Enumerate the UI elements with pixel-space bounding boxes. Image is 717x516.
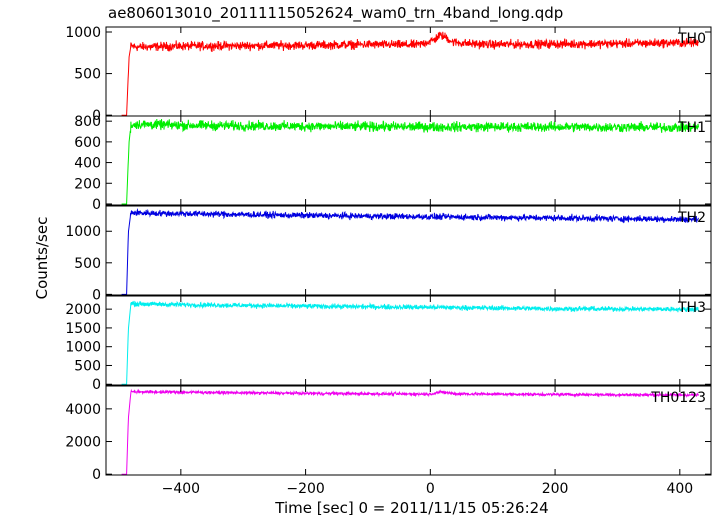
panel-frame	[105, 385, 712, 476]
y-tick-label: 400	[74, 156, 101, 172]
y-tick-label: 1500	[65, 321, 101, 337]
panel-th2: 0 500 1000 TH2	[65, 205, 712, 303]
panel-label: TH0123	[650, 390, 706, 406]
series-line-th0	[121, 31, 699, 116]
panels-group: 0 500 1000 TH0 0 200 400 600 800 TH1 0 500 1000 TH2 0 5…	[65, 25, 712, 497]
y-axis-title: Counts/sec	[33, 217, 51, 300]
x-tick-label: 200	[542, 481, 569, 497]
y-tick-label: 2000	[65, 435, 101, 451]
y-tick-label: 1000	[65, 224, 101, 240]
y-tick-label: 0	[92, 197, 101, 213]
panel-frame	[105, 115, 712, 206]
y-tick-label: 800	[74, 114, 101, 130]
series-line-th0123	[121, 388, 699, 475]
panel-th0123: 0 2000 4000 TH0123	[65, 385, 712, 483]
y-tick-label: 500	[74, 358, 101, 374]
panel-label: TH1	[677, 120, 706, 136]
panel-th0: 0 500 1000 TH0	[65, 25, 712, 124]
x-tick-label: 0	[426, 481, 435, 497]
y-tick-label: 500	[74, 256, 101, 272]
chart-title: ae806013010_20111115052624_wam0_trn_4ban…	[108, 4, 563, 23]
y-tick-label: 2000	[65, 302, 101, 318]
series-line-th2	[121, 208, 699, 295]
panel-th1: 0 200 400 600 800 TH1	[74, 114, 712, 213]
x-axis-title: Time [sec] 0 = 2011/11/15 05:26:24	[274, 499, 548, 516]
panel-frame	[105, 295, 712, 386]
y-tick-label: 1000	[65, 340, 101, 356]
y-tick-label: 0	[92, 467, 101, 483]
series-line-th1	[121, 118, 699, 205]
y-tick-label: 1000	[65, 25, 101, 41]
y-tick-label: 0	[92, 377, 101, 393]
x-tick-label: −200	[286, 481, 324, 497]
panel-frame	[105, 205, 712, 296]
y-tick-label: 500	[74, 67, 101, 83]
x-tick-label: 400	[666, 481, 693, 497]
y-tick-label: 600	[74, 135, 101, 151]
y-tick-label: 0	[92, 287, 101, 303]
y-tick-label: 200	[74, 176, 101, 192]
panel-label: TH3	[677, 300, 706, 316]
y-tick-label: 0	[92, 108, 101, 124]
panel-label: TH0	[677, 31, 706, 47]
x-tick-label: −400	[162, 481, 200, 497]
y-tick-label: 4000	[65, 402, 101, 418]
series-line-th3	[121, 300, 699, 385]
panel-th3: 0 500 1000 1500 2000 TH3	[65, 295, 712, 393]
panel-label: TH2	[677, 210, 706, 226]
